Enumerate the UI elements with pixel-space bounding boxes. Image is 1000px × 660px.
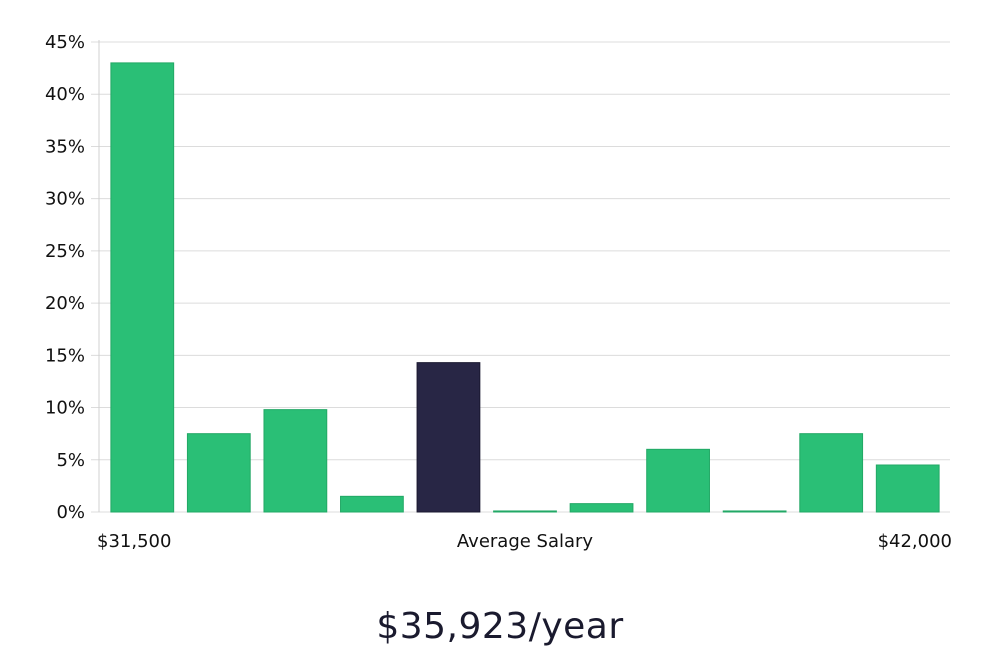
- y-tick-label: 20%: [45, 293, 85, 314]
- y-axis-ticks: 0% 5% 10% 15% 20% 25% 30% 35% 40% 45%: [45, 32, 85, 523]
- bar: [110, 62, 175, 513]
- bar: [646, 448, 710, 513]
- bars: [110, 62, 940, 513]
- y-tick-label: 25%: [45, 241, 85, 262]
- bar: [340, 495, 404, 513]
- y-tick-label: 15%: [45, 345, 85, 366]
- y-tick-label: 5%: [56, 450, 85, 471]
- x-label-max: $42,000: [878, 531, 952, 552]
- bar: [186, 433, 251, 513]
- bar: [493, 510, 557, 513]
- bar: [875, 464, 940, 513]
- bar: [569, 503, 634, 513]
- y-tick-label: 30%: [45, 189, 85, 210]
- y-tick-label: 45%: [45, 32, 85, 53]
- bar: [799, 433, 864, 513]
- y-tick-label: 0%: [56, 502, 85, 523]
- y-tick-label: 40%: [45, 84, 85, 105]
- salary-histogram: 0% 5% 10% 15% 20% 25% 30% 35% 40% 45% $31,500 Ave…: [45, 32, 952, 552]
- y-tick-label: 35%: [45, 136, 85, 157]
- x-label-average: Average Salary: [457, 531, 594, 552]
- x-label-min: $31,500: [97, 531, 171, 552]
- bar: [263, 409, 328, 513]
- bar: [722, 510, 787, 513]
- bar-average-salary: [416, 362, 481, 513]
- y-tick-label: 10%: [45, 398, 85, 419]
- histogram-svg: 0% 5% 10% 15% 20% 25% 30% 35% 40% 45% $31,500 Ave…: [45, 32, 952, 552]
- x-axis-labels: $31,500 Average Salary $42,000: [97, 531, 952, 552]
- average-salary-value: $35,923/year: [376, 606, 624, 647]
